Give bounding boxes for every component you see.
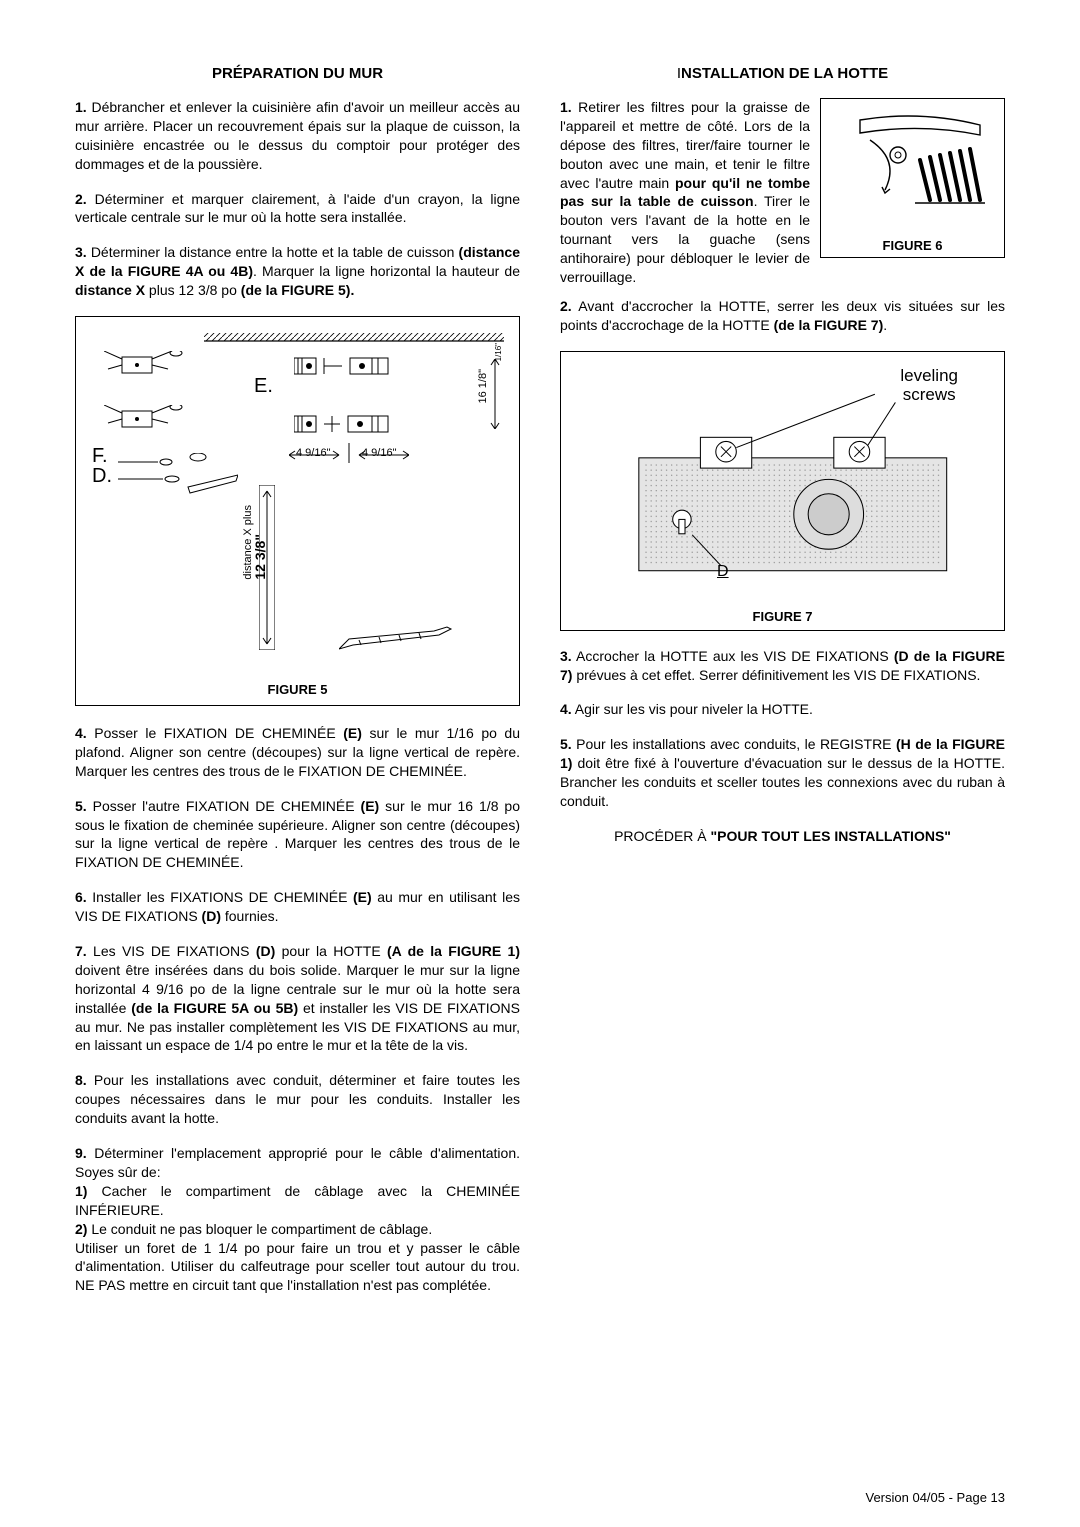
left-p4: 4. Posser le FIXATION DE CHEMINÉE (E) su… <box>75 724 520 781</box>
page-footer: Version 04/05 - Page 13 <box>866 1490 1006 1505</box>
figure-7: leveling screws D FIGURE 7 <box>560 351 1005 631</box>
right-p3: 3. Accrocher la HOTTE aux les VIS DE FIX… <box>560 647 1005 685</box>
fig5-dim-2: 16 1/8" <box>477 369 489 404</box>
figure-6: FIGURE 6 <box>820 98 1005 258</box>
right-column: INSTALLATION DE LA HOTTE <box>555 65 1005 1497</box>
right-proceed: PROCÉDER À "POUR TOUT LES INSTALLATIONS" <box>560 827 1005 846</box>
figure-7-caption: FIGURE 7 <box>567 609 998 624</box>
right-p4: 4. Agir sur les vis pour niveler la HOTT… <box>560 700 1005 719</box>
fig5-dim-h2: 4 9/16" <box>362 447 397 459</box>
left-column: PRÉPARATION DU MUR 1. Débrancher et enle… <box>75 65 525 1497</box>
left-p7: 7. Les VIS DE FIXATIONS (D) pour la HOTT… <box>75 942 520 1055</box>
figure-5-caption: FIGURE 5 <box>84 682 511 697</box>
right-p5: 5. Pour les installations avec conduits,… <box>560 735 1005 811</box>
left-title: PRÉPARATION DU MUR <box>75 65 520 82</box>
left-p6: 6. Installer les FIXATIONS DE CHEMINÉE (… <box>75 888 520 926</box>
fig5-dim-h1: 4 9/16" <box>296 447 331 459</box>
left-p2: 2. Déterminer et marquer clairement, à l… <box>75 190 520 228</box>
left-p8: 8. Pour les installations avec conduit, … <box>75 1071 520 1128</box>
figure-5: E. 1/16" 16 1/8" F. D. 4 9/16" 4 9/16" d… <box>75 316 520 706</box>
left-p5: 5. Posser l'autre FIXATION DE CHEMINÉE (… <box>75 797 520 873</box>
fig5-vlabel-b: 12 3/8" <box>252 505 268 580</box>
left-p9: 9. Déterminer l'emplacement approprié po… <box>75 1144 520 1295</box>
fig7-label-screws: screws <box>900 385 958 405</box>
left-p3: 3. Déterminer la distance entre la hotte… <box>75 243 520 300</box>
right-p2: 2. Avant d'accrocher la HOTTE, serrer le… <box>560 297 1005 335</box>
right-title: INSTALLATION DE LA HOTTE <box>560 65 1005 82</box>
figure-6-caption: FIGURE 6 <box>883 238 943 253</box>
fig7-label-leveling: leveling <box>900 366 958 386</box>
fig5-label-d: D. <box>92 465 112 488</box>
fig5-label-e: E. <box>254 375 273 398</box>
left-p1: 1. Débrancher et enlever la cuisinière a… <box>75 98 520 174</box>
fig7-label-d: D <box>717 563 729 581</box>
